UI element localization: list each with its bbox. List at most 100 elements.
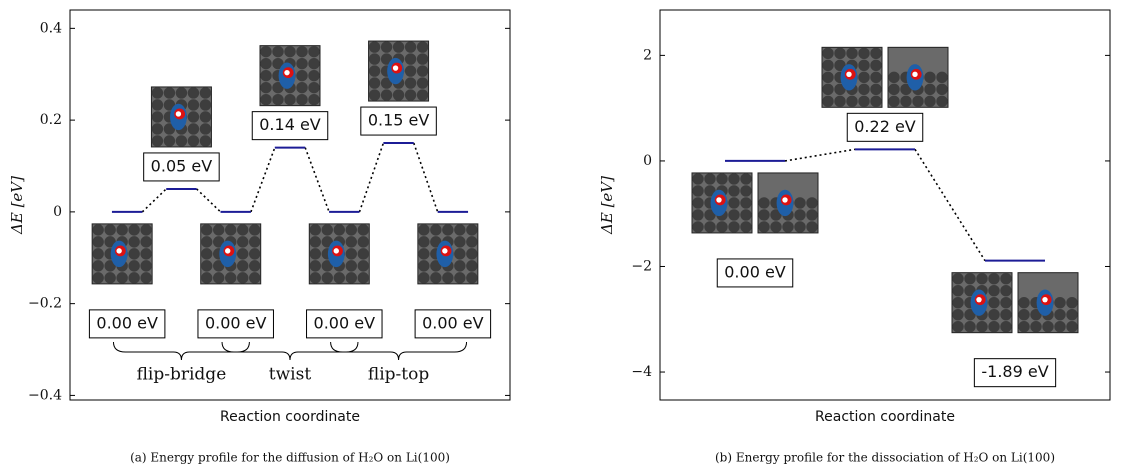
atom bbox=[822, 72, 833, 83]
molecule-image bbox=[201, 224, 261, 284]
atom bbox=[417, 77, 428, 88]
atom bbox=[310, 236, 321, 247]
atom bbox=[381, 41, 392, 52]
atom bbox=[381, 89, 392, 100]
atom bbox=[200, 111, 211, 122]
atom bbox=[692, 173, 703, 184]
hydrogen bbox=[225, 248, 230, 253]
atom bbox=[188, 135, 199, 146]
atom bbox=[1066, 309, 1077, 320]
hydrogen bbox=[1042, 297, 1047, 302]
atom bbox=[272, 46, 283, 57]
atom bbox=[405, 89, 416, 100]
molecule-image bbox=[418, 224, 478, 284]
atom bbox=[249, 260, 260, 271]
atom bbox=[201, 236, 212, 247]
atom bbox=[116, 224, 127, 235]
atom bbox=[249, 272, 260, 283]
atom bbox=[692, 185, 703, 196]
atom bbox=[310, 224, 321, 235]
atom bbox=[92, 260, 103, 271]
atom bbox=[858, 84, 869, 95]
atom bbox=[284, 94, 295, 105]
atom bbox=[952, 297, 963, 308]
y-tick-label: 0.2 bbox=[40, 112, 62, 128]
atom bbox=[430, 224, 441, 235]
atom bbox=[988, 309, 999, 320]
atom bbox=[740, 209, 751, 220]
atom bbox=[152, 135, 163, 146]
atom bbox=[988, 321, 999, 332]
atom bbox=[454, 236, 465, 247]
hydrogen bbox=[116, 248, 121, 253]
y-tick-label: 0 bbox=[53, 204, 62, 220]
caption: (a) Energy profile for the diffusion of … bbox=[130, 451, 450, 465]
y-axis-label: ΔE [eV] bbox=[8, 176, 26, 235]
atom bbox=[728, 221, 739, 232]
y-axis-label: ΔE [eV] bbox=[598, 176, 616, 235]
hydrogen bbox=[393, 65, 398, 70]
molecule-image bbox=[92, 224, 152, 284]
atom bbox=[418, 224, 429, 235]
y-tick-label: 2 bbox=[643, 47, 652, 63]
molecule-image bbox=[758, 173, 818, 233]
atom bbox=[740, 173, 751, 184]
atom bbox=[152, 123, 163, 134]
atom bbox=[188, 123, 199, 134]
atom bbox=[418, 248, 429, 259]
atom bbox=[806, 221, 817, 232]
atom bbox=[466, 248, 477, 259]
atom bbox=[369, 41, 380, 52]
molecule-image bbox=[1018, 273, 1078, 333]
atom bbox=[201, 260, 212, 271]
atom bbox=[728, 209, 739, 220]
atom bbox=[260, 58, 271, 69]
atom bbox=[308, 58, 319, 69]
atom bbox=[1000, 297, 1011, 308]
value-label: 0.22 eV bbox=[854, 117, 916, 136]
atom bbox=[405, 41, 416, 52]
atom bbox=[964, 273, 975, 284]
atom bbox=[346, 260, 357, 271]
atom bbox=[152, 87, 163, 98]
hydrogen bbox=[334, 248, 339, 253]
atom bbox=[1018, 297, 1029, 308]
atom bbox=[1066, 297, 1077, 308]
atom bbox=[284, 46, 295, 57]
atom bbox=[988, 273, 999, 284]
atom bbox=[201, 248, 212, 259]
atom bbox=[1000, 309, 1011, 320]
atom bbox=[128, 236, 139, 247]
atom bbox=[417, 65, 428, 76]
atom bbox=[466, 260, 477, 271]
atom bbox=[1000, 273, 1011, 284]
annotation: flip-bridge bbox=[137, 365, 227, 385]
atom bbox=[1066, 321, 1077, 332]
atom bbox=[728, 197, 739, 208]
atom bbox=[188, 111, 199, 122]
atom bbox=[1054, 297, 1065, 308]
molecule-image bbox=[309, 224, 369, 284]
atom bbox=[454, 248, 465, 259]
atom bbox=[405, 53, 416, 64]
atom bbox=[322, 224, 333, 235]
atom bbox=[1054, 309, 1065, 320]
atom bbox=[369, 77, 380, 88]
page: −0.4−0.200.20.4ΔE [eV]Reaction coordinat… bbox=[0, 0, 1124, 471]
atom bbox=[758, 221, 769, 232]
atom bbox=[692, 209, 703, 220]
atom bbox=[704, 221, 715, 232]
atom bbox=[936, 96, 947, 107]
atom bbox=[454, 260, 465, 271]
atom bbox=[393, 89, 404, 100]
atom bbox=[1054, 321, 1065, 332]
atom bbox=[128, 272, 139, 283]
atom bbox=[310, 272, 321, 283]
atom bbox=[200, 87, 211, 98]
atom bbox=[806, 197, 817, 208]
connector bbox=[142, 189, 166, 212]
atom bbox=[346, 248, 357, 259]
connector bbox=[305, 148, 329, 212]
value-label: -1.89 eV bbox=[981, 362, 1048, 381]
x-axis-label: Reaction coordinate bbox=[815, 409, 955, 425]
